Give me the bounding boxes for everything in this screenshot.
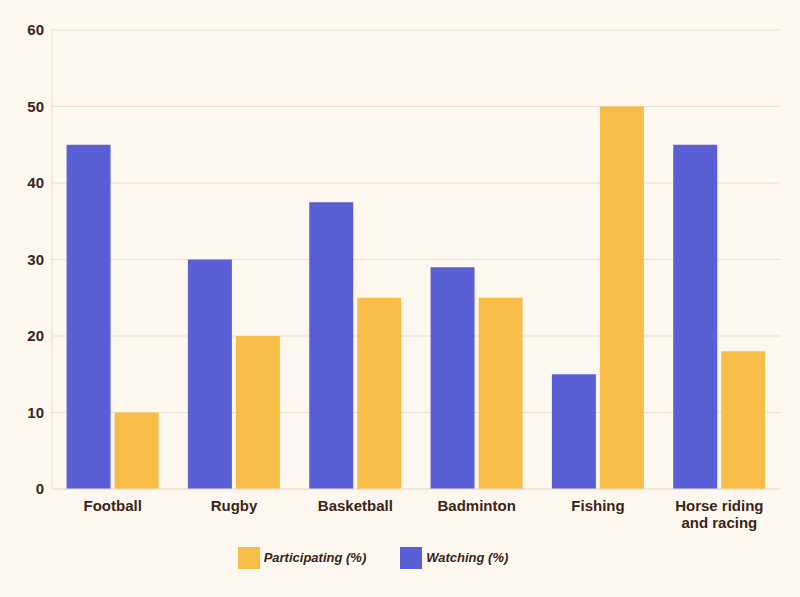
svg-text:0: 0 [36,480,44,497]
svg-text:Football: Football [84,497,142,514]
svg-text:30: 30 [27,251,44,268]
svg-text:Horse ridingand racing: Horse ridingand racing [675,497,763,531]
html-text:Participating (%): Participating (%) [263,550,367,566]
svg-text:60: 60 [27,21,44,38]
svg-text:Rugby: Rugby [211,497,258,514]
svg-text:40: 40 [27,174,44,191]
svg-text:50: 50 [27,98,44,115]
svg-text:Badminton: Badminton [438,497,516,514]
svg-text:10: 10 [27,404,44,421]
html-text:Watching (%): Watching (%) [426,550,509,566]
svg-text:Basketball: Basketball [318,497,393,514]
svg-text:Fishing: Fishing [571,497,624,514]
svg-text:20: 20 [27,327,44,344]
